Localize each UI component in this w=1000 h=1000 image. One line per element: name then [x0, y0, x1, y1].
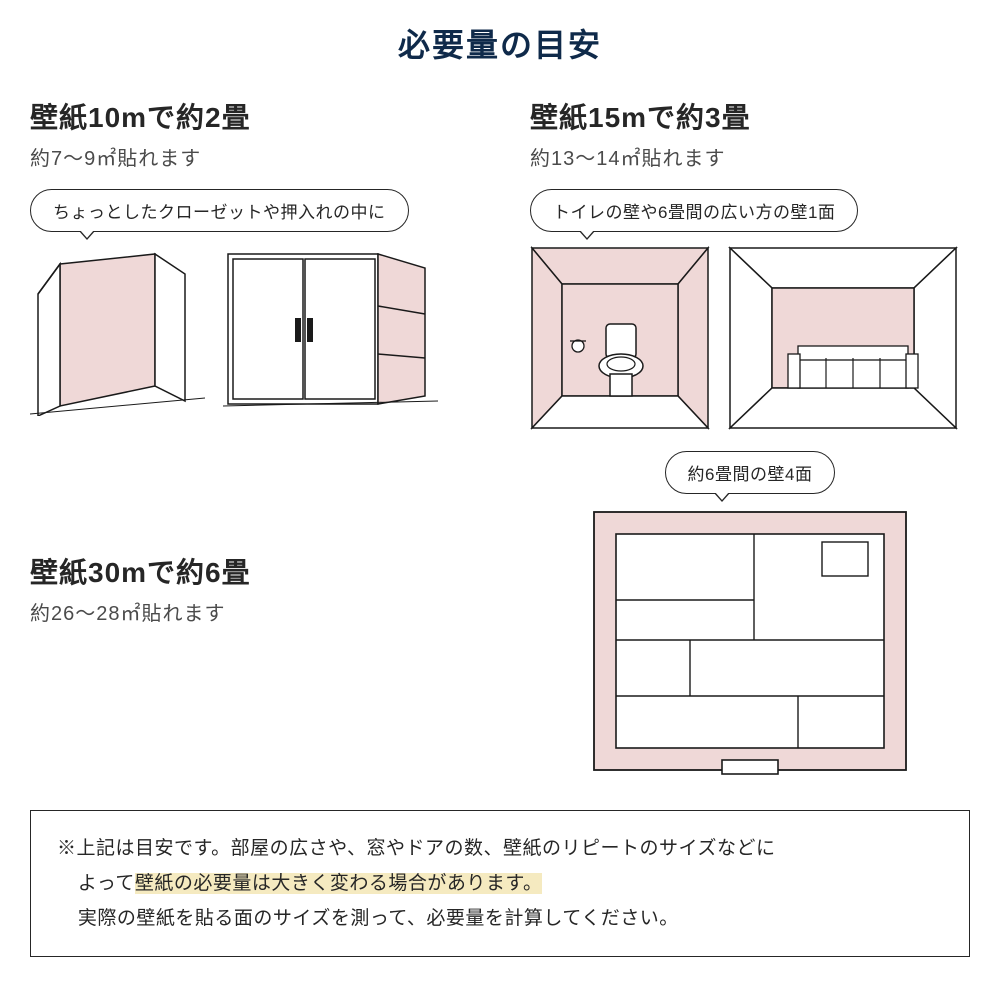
- page-title: 必要量の目安: [30, 20, 970, 66]
- section-30m-text: 壁紙30mで約6畳 約26〜28㎡貼れます: [30, 451, 470, 778]
- bubble-10m: ちょっとしたクローゼットや押入れの中に: [30, 189, 409, 232]
- bubble-15m: トイレの壁や6畳間の広い方の壁1面: [530, 189, 858, 232]
- section-30m-illus: 約6畳間の壁4面: [530, 451, 970, 778]
- heading-30m: 壁紙30mで約6畳: [30, 551, 470, 591]
- note-line1: ※上記は目安です。部屋の広さや、窓やドアの数、壁紙のリピートのサイズなどに: [57, 831, 943, 866]
- room-accent-wall-icon: [728, 246, 958, 431]
- heading-10m: 壁紙10mで約2畳: [30, 96, 470, 136]
- toilet-room-icon: [530, 246, 710, 431]
- room-floorplan-icon: [590, 508, 910, 778]
- heading-15m: 壁紙15mで約3畳: [530, 96, 970, 136]
- sub-15m: 約13〜14㎡貼れます: [530, 142, 970, 171]
- note-line2: よって壁紙の必要量は大きく変わる場合があります。: [57, 866, 943, 901]
- oshiire-icon: [223, 246, 438, 416]
- note-box: ※上記は目安です。部屋の広さや、窓やドアの数、壁紙のリピートのサイズなどに よっ…: [30, 810, 970, 957]
- sub-10m: 約7〜9㎡貼れます: [30, 142, 470, 171]
- section-15m: 壁紙15mで約3畳 約13〜14㎡貼れます トイレの壁や6畳間の広い方の壁1面: [530, 96, 970, 431]
- illus-15m: [530, 246, 970, 431]
- note-line2a: よって: [78, 873, 135, 894]
- closet-icon: [30, 246, 205, 416]
- content-grid: 壁紙10mで約2畳 約7〜9㎡貼れます ちょっとしたクローゼットや押入れの中に: [30, 96, 970, 778]
- section-10m: 壁紙10mで約2畳 約7〜9㎡貼れます ちょっとしたクローゼットや押入れの中に: [30, 96, 470, 431]
- bubble-30m: 約6畳間の壁4面: [665, 451, 836, 494]
- note-line3: 実際の壁紙を貼る面のサイズを測って、必要量を計算してください。: [57, 901, 943, 936]
- illus-10m: [30, 246, 470, 416]
- sub-30m: 約26〜28㎡貼れます: [30, 597, 470, 626]
- note-highlight: 壁紙の必要量は大きく変わる場合があります。: [135, 873, 543, 894]
